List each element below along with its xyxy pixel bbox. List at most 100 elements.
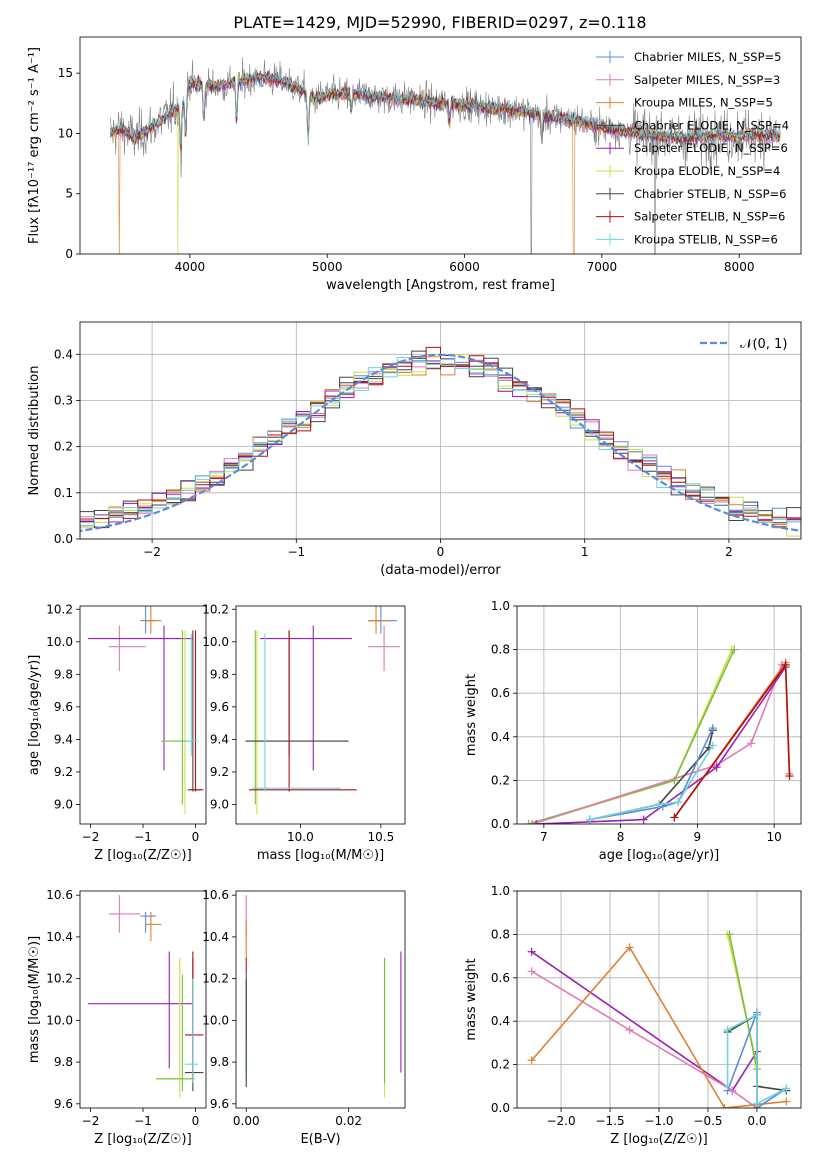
x-tick-label: −0.5: [693, 1114, 722, 1128]
panel-frame: [516, 890, 802, 1109]
x-tick-label: 7: [540, 830, 548, 844]
histogram-step: [80, 346, 801, 536]
panel-frame: [79, 36, 802, 255]
x-tick-label: −1: [287, 545, 305, 559]
normal-curve: [80, 353, 801, 533]
weight-marker: [723, 1025, 732, 1034]
legend-label: Chabrier ELODIE, N_SSP=4: [634, 118, 789, 132]
y-tick-label: 0.0: [491, 1101, 510, 1115]
y-tick-label: 0.1: [54, 486, 73, 500]
weight-marker: [527, 947, 536, 956]
x-tick-label: 0: [192, 830, 200, 844]
legend-label: 𝒩(0, 1): [740, 337, 787, 352]
weight-line: [728, 934, 758, 1070]
panel-frame: [235, 605, 406, 825]
weight-marker: [708, 741, 717, 750]
weight-marker: [712, 763, 721, 772]
model-series-line: [109, 71, 781, 151]
x-tick-label: −2.0: [546, 1114, 575, 1128]
y-tick-label: 9.0: [210, 797, 229, 811]
x-tick-label: 0.02: [335, 1114, 362, 1128]
y-tick-label: 0.4: [491, 730, 510, 744]
x-tick-label: 10.5: [367, 830, 394, 844]
y-tick-label: 9.6: [54, 700, 73, 714]
y-tick-label: 10.6: [202, 888, 229, 902]
x-tick-label: −1: [134, 830, 152, 844]
y-tick-label: 0.2: [491, 1058, 510, 1072]
x-tick-label: 1: [581, 545, 589, 559]
weight-marker: [747, 739, 756, 748]
y-tick-label: 10.0: [202, 1013, 229, 1027]
plot-area: [80, 346, 801, 537]
x-tick-label: 6000: [449, 260, 480, 274]
y-tick-label: 5: [65, 187, 73, 201]
y-tick-label: 1.0: [491, 599, 510, 613]
panel-frame: [79, 321, 802, 540]
y-tick-label: 9.2: [54, 765, 73, 779]
histogram-step: [80, 357, 801, 526]
panel-0: 4000 5000 6000 7000 8000 0 5 10 15 wavelength [An…: [27, 36, 802, 293]
y-tick-label: 0.6: [491, 686, 510, 700]
y-tick-label: 15: [58, 66, 73, 80]
legend-label: Salpeter ELODIE, N_SSP=6: [634, 141, 788, 155]
x-axis-label: Z [log₁₀(Z/Z☉)]: [610, 1132, 707, 1147]
y-tick-label: 0.8: [491, 643, 510, 657]
weight-marker: [625, 943, 634, 952]
x-axis-label: age [log₁₀(age/yr)]: [599, 848, 720, 863]
weight-marker: [527, 1056, 536, 1065]
y-axis-label: Flux [fλ10⁻¹⁷ erg cm⁻² s⁻¹ A⁻¹]: [27, 47, 42, 244]
x-tick-label: −1: [134, 1114, 152, 1128]
y-axis-label: mass [log₁₀(M/M☉)]: [27, 936, 42, 1063]
weight-marker: [639, 815, 648, 824]
weight-marker: [585, 815, 594, 824]
x-axis-label: E(B-V): [300, 1132, 340, 1147]
weight-marker: [782, 1084, 791, 1093]
weight-marker: [730, 645, 739, 654]
y-tick-label: 10.2: [46, 972, 73, 986]
panel-5: −2 −1 0 9.6 9.8 10.0 10.2 10.4 10.6 Z [log₁₀(Z/Z☉…: [27, 888, 207, 1147]
weight-marker: [527, 967, 536, 976]
y-axis-label: mass weight: [464, 674, 479, 756]
weight-marker: [670, 776, 679, 785]
panel-6: 0.00 0.02 9.6 9.8 10.0 10.2 10.4 10.6 E(B-V): [202, 888, 406, 1147]
weight-marker: [524, 820, 533, 824]
x-tick-label: 2: [725, 545, 733, 559]
x-tick-label: −2: [82, 1114, 100, 1128]
weight-marker: [725, 930, 734, 939]
plot-area: [245, 895, 402, 1098]
weight-marker: [785, 772, 794, 781]
y-tick-label: 10.0: [202, 635, 229, 649]
weight-marker: [781, 660, 790, 669]
x-tick-label: 9: [694, 830, 702, 844]
y-tick-label: 0: [65, 247, 73, 261]
y-tick-label: 10.4: [202, 930, 229, 944]
x-axis-label: Z [log₁₀(Z/Z☉)]: [94, 1132, 191, 1147]
x-tick-label: −1.5: [595, 1114, 624, 1128]
y-tick-label: 9.6: [54, 1097, 73, 1111]
weight-marker: [670, 813, 679, 822]
y-axis-label: mass weight: [464, 958, 479, 1040]
x-axis-label: Z [log₁₀(Z/Z☉)]: [94, 848, 191, 863]
weight-marker: [752, 1010, 761, 1019]
y-tick-label: 10.0: [46, 1013, 73, 1027]
y-tick-label: 9.8: [210, 1055, 229, 1069]
y-tick-label: 0.0: [54, 532, 73, 546]
weight-marker: [532, 820, 541, 824]
x-tick-label: 0.00: [233, 1114, 260, 1128]
weight-marker: [720, 1104, 729, 1108]
weight-line: [589, 745, 714, 821]
y-tick-label: 9.8: [54, 667, 73, 681]
y-axis-label: Normed distribution: [27, 366, 42, 496]
y-tick-label: 9.4: [210, 732, 229, 746]
plot-area: [524, 645, 794, 824]
weight-marker: [752, 1099, 761, 1108]
y-tick-label: 0.8: [491, 927, 510, 941]
panel-4: 7 8 9 10 0.0 0.2 0.4 0.6 0.8 1.0 age [log₁₀(age/yr…: [464, 599, 802, 863]
x-tick-label: −2: [82, 830, 100, 844]
panel-frame: [516, 605, 802, 825]
y-tick-label: 0.6: [491, 971, 510, 985]
legend-label: Chabrier STELIB, N_SSP=6: [634, 187, 786, 201]
figure-title: PLATE=1429, MJD=52990, FIBERID=0297, z=0…: [233, 13, 646, 32]
legend-label: Salpeter STELIB, N_SSP=6: [634, 210, 785, 224]
x-axis-label: mass [log₁₀(M/M☉)]: [257, 848, 384, 863]
